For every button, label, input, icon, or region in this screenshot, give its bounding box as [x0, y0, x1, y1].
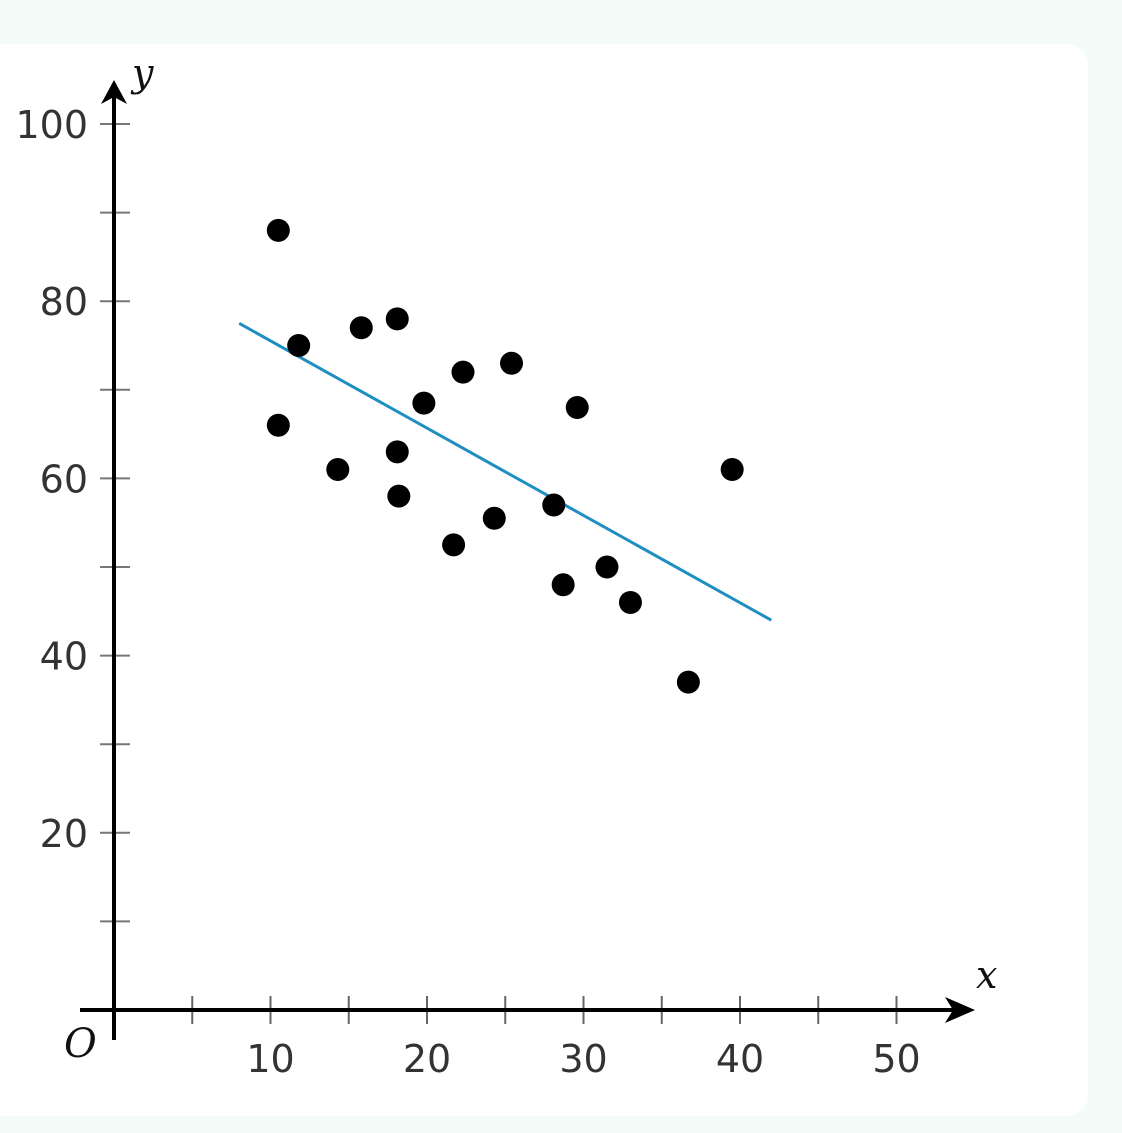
origin-label: O: [64, 1021, 97, 1067]
data-point: [266, 218, 290, 242]
x-axis-label: x: [976, 953, 997, 997]
data-point: [412, 391, 436, 415]
y-tick-label: 40: [40, 635, 88, 679]
data-point: [287, 334, 311, 357]
tick-labels: 10 20 30 40 50 20 40 60 80 100: [15, 103, 920, 1081]
tick-marks: [100, 123, 898, 1024]
y-axis-arrow: [101, 80, 127, 104]
data-point: [676, 670, 700, 694]
data-points: [266, 218, 744, 694]
data-point: [542, 493, 566, 517]
data-point: [326, 458, 350, 482]
x-tick-label: 20: [403, 1037, 451, 1081]
data-point: [482, 506, 506, 530]
data-point: [385, 307, 409, 331]
data-point: [385, 440, 409, 464]
data-point: [720, 458, 744, 482]
data-point: [387, 484, 411, 508]
data-point: [500, 351, 524, 375]
y-axis-label: y: [130, 51, 154, 95]
y-tick-label: 80: [40, 280, 88, 324]
data-point: [266, 413, 290, 437]
data-point: [618, 590, 642, 614]
x-tick-label: 30: [559, 1037, 607, 1081]
x-tick-label: 10: [246, 1037, 294, 1081]
data-point: [442, 533, 466, 557]
data-point: [551, 573, 575, 597]
data-point: [565, 396, 589, 420]
data-point: [595, 555, 619, 579]
chart-card: [0, 44, 1088, 1116]
data-point: [451, 360, 475, 384]
y-tick-label: 60: [40, 457, 88, 501]
data-point: [349, 316, 373, 340]
x-tick-label: 40: [716, 1037, 764, 1081]
axes: [80, 80, 975, 1040]
y-tick-label: 20: [40, 812, 88, 856]
x-axis-arrow: [945, 997, 975, 1023]
trend-line: [238, 322, 773, 622]
y-tick-label: 100: [15, 103, 88, 147]
x-tick-label: 50: [872, 1037, 920, 1081]
